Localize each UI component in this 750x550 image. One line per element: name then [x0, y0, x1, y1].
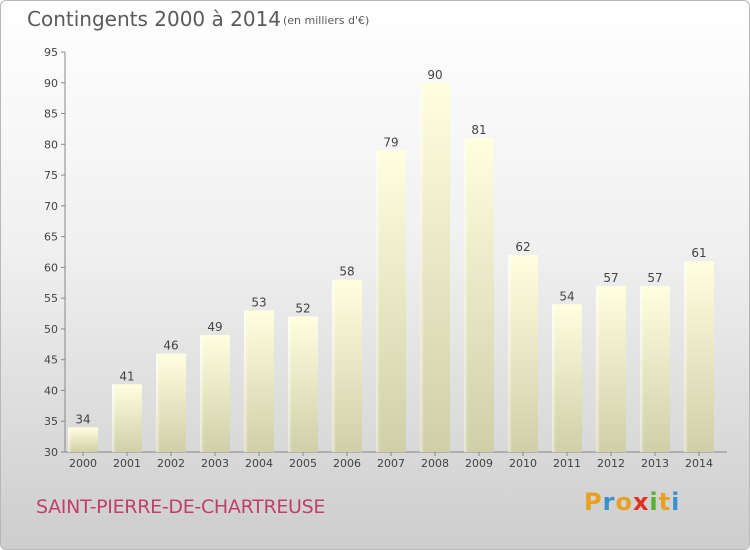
x-tick-label: 2002: [157, 457, 185, 470]
bar-value-label: 79: [383, 135, 398, 149]
x-tick-label: 2006: [333, 457, 361, 470]
bar-highlight: [640, 285, 644, 452]
x-tick-label: 2000: [69, 457, 97, 470]
bar-value-label: 81: [471, 123, 486, 137]
x-tick-label: 2005: [289, 457, 317, 470]
bar-value-label: 57: [603, 271, 618, 285]
x-tick-label: 2008: [421, 457, 449, 470]
y-tick-label: 30: [44, 446, 58, 459]
bar-value-label: 54: [559, 289, 574, 303]
logo-letter: i: [671, 488, 681, 516]
bar-highlight: [552, 304, 556, 452]
bar-highlight: [156, 353, 160, 452]
bars: 34 41 46 49 53 52 58 79 90 81 62 54 57 57 61: [68, 68, 714, 453]
bar-value-label: 61: [691, 246, 706, 260]
y-tick-label: 35: [44, 415, 58, 428]
axes: 30 35 40 45 50 55 60 65 70 75 80 85 90 95 2000 2001 2002…: [44, 46, 727, 470]
y-tick-label: 40: [44, 384, 58, 397]
y-tick-label: 45: [44, 354, 58, 367]
bar: [552, 304, 582, 452]
logo-letter: r: [602, 488, 616, 516]
bar-highlight: [112, 384, 116, 452]
bar-value-label: 46: [163, 339, 178, 353]
y-tick-label: 55: [44, 292, 58, 305]
bar: [420, 82, 450, 453]
bar-highlight: [288, 316, 292, 452]
bar-value-label: 57: [647, 271, 662, 285]
x-tick-label: 2001: [113, 457, 141, 470]
y-tick-label: 65: [44, 231, 58, 244]
y-tick-label: 80: [44, 138, 58, 151]
bar-highlight: [684, 261, 688, 452]
bar-highlight: [376, 150, 380, 452]
chart-subtitle: (en milliers d'€): [283, 14, 370, 27]
bar: [464, 138, 494, 452]
bar: [376, 150, 406, 452]
logo-letter: P: [584, 488, 603, 516]
bar: [112, 384, 142, 452]
bar-value-label: 41: [119, 369, 134, 383]
x-tick-label: 2004: [245, 457, 273, 470]
logo-letter: o: [615, 488, 633, 516]
bar-highlight: [464, 138, 468, 452]
logo-letter: x: [632, 488, 650, 516]
bar: [200, 335, 230, 452]
chart-title: Contingents 2000 à 2014: [27, 7, 282, 31]
bar: [244, 310, 274, 452]
bar: [508, 255, 538, 452]
logo-letter: t: [658, 488, 672, 516]
bar-highlight: [420, 82, 424, 453]
bar-highlight: [596, 285, 600, 452]
bar-value-label: 53: [251, 295, 266, 309]
bar: [332, 279, 362, 452]
bar: [156, 353, 186, 452]
bar-highlight: [200, 335, 204, 452]
x-tick-label: 2013: [641, 457, 669, 470]
bar-value-label: 34: [75, 412, 90, 426]
bar-highlight: [332, 279, 336, 452]
bar-highlight: [508, 255, 512, 452]
x-tick-label: 2010: [509, 457, 537, 470]
bar-value-label: 52: [295, 302, 310, 316]
commune-name: SAINT-PIERRE-DE-CHARTREUSE: [36, 496, 326, 518]
x-tick-label: 2012: [597, 457, 625, 470]
y-tick-label: 75: [44, 169, 58, 182]
y-tick-label: 90: [44, 77, 58, 90]
bar: [288, 316, 318, 452]
x-tick-label: 2007: [377, 457, 405, 470]
bar-value-label: 49: [207, 320, 222, 334]
bar-value-label: 62: [515, 240, 530, 254]
y-tick-label: 95: [44, 46, 58, 59]
bar-highlight: [244, 310, 248, 452]
y-tick-label: 85: [44, 108, 58, 121]
x-tick-label: 2009: [465, 457, 493, 470]
bar: [596, 285, 626, 452]
bar-value-label: 90: [427, 68, 442, 82]
bar: [68, 427, 98, 452]
x-tick-label: 2003: [201, 457, 229, 470]
logo-letter: i: [649, 488, 659, 516]
y-tick-label: 60: [44, 261, 58, 274]
x-tick-label: 2014: [685, 457, 713, 470]
proxiti-logo: Proxiti: [584, 488, 680, 516]
y-tick-label: 50: [44, 323, 58, 336]
x-tick-label: 2011: [553, 457, 581, 470]
bar-value-label: 58: [339, 265, 354, 279]
y-tick-label: 70: [44, 200, 58, 213]
bar: [684, 261, 714, 452]
bar-highlight: [68, 427, 72, 452]
bar: [640, 285, 670, 452]
